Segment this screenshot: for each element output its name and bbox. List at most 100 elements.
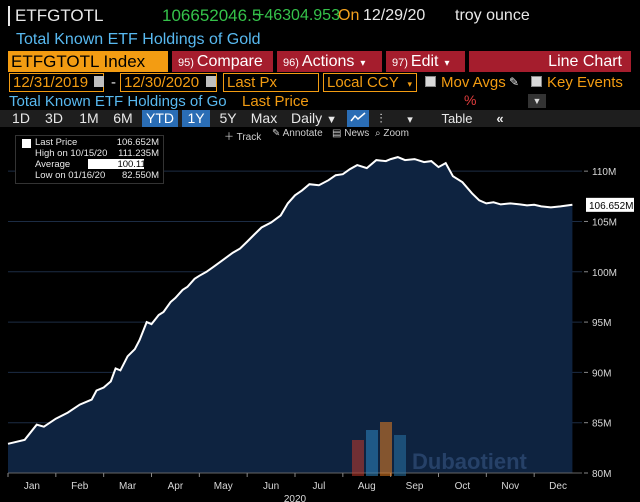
x-tick-label: Dec — [549, 481, 567, 492]
series-field[interactable]: Last Price — [242, 93, 309, 110]
description-row: Total Known ETF Holdings of Gold — [0, 30, 640, 50]
percent-toggle[interactable]: % — [464, 92, 477, 108]
y-tick-label: 80M — [592, 469, 611, 480]
period-button[interactable]: 5Y — [219, 110, 237, 126]
calendar-icon[interactable] — [206, 76, 216, 87]
zoom-label: Zoom — [383, 128, 409, 139]
watermark-text: Dubaotient — [412, 449, 528, 474]
y-tick-label: 85M — [592, 419, 611, 430]
end-date-field[interactable]: 12/30/2020 — [120, 73, 217, 92]
legend-label: High on 10/15/20 — [35, 148, 108, 159]
period-button-selected[interactable]: YTD — [142, 110, 178, 127]
edit-menu-number: 97) — [392, 57, 408, 69]
edit-menu[interactable]: 97) Edit ▾ — [386, 51, 465, 72]
pencil-icon[interactable]: ✎ — [509, 75, 520, 89]
price-chart[interactable]: 80M 85M 90M 95M 100M 105M 110M 106.652M Jan Feb M… — [0, 127, 640, 502]
watermark-bar — [394, 435, 406, 476]
start-date-field[interactable]: 12/31/2019 — [9, 73, 104, 92]
mov-avgs-label: Mov Avgs — [441, 74, 506, 91]
x-tick-label: Oct — [455, 481, 471, 492]
x-tick-label: Feb — [71, 481, 89, 492]
period-button[interactable]: 3D — [45, 110, 63, 126]
field-selector-value: Last Px — [227, 74, 278, 91]
annotate-label: Annotate — [282, 128, 323, 139]
frequency-selector[interactable]: Daily ▼ — [287, 110, 341, 127]
ticker-bar: ETFGTOTL 106652046.5 +46304.953 On 12/29… — [0, 0, 640, 30]
y-tick-label: 95M — [592, 318, 611, 329]
range-bar: 12/31/2019 - 12/30/2020 Last Px Local CC… — [0, 73, 640, 93]
chart-legend[interactable]: Last Price 106.652M High on 10/15/20 111… — [15, 135, 164, 184]
text-cursor — [8, 6, 10, 26]
track-button[interactable]: ＋ Track — [224, 132, 262, 143]
key-events-checkbox[interactable] — [531, 76, 542, 87]
average-highlight — [88, 159, 144, 169]
line-style-icon[interactable] — [347, 110, 369, 127]
series-row: Total Known ETF Holdings of Go Last Pric… — [0, 92, 640, 111]
period-button[interactable]: 6M — [113, 110, 133, 126]
x-tick-label: Jun — [263, 481, 279, 492]
currency-selector[interactable]: Local CCY ▾ — [323, 73, 417, 92]
mov-avgs-checkbox[interactable] — [425, 76, 436, 87]
legend-label: Low on 01/16/20 — [35, 170, 106, 181]
price-change: +46304.953 — [255, 7, 340, 24]
calendar-icon[interactable] — [94, 76, 104, 87]
field-selector[interactable]: Last Px — [223, 73, 319, 92]
watermark-bar — [352, 440, 364, 476]
x-tick-label: Jan — [24, 481, 40, 492]
chart-type-label: Line Chart — [548, 53, 622, 70]
y-tick-label: 110M — [592, 167, 616, 178]
table-button[interactable]: Table — [441, 111, 473, 126]
range-separator: - — [111, 74, 116, 91]
security-description: Total Known ETF Holdings of Gold — [16, 31, 261, 48]
x-year-label: 2020 — [284, 494, 307, 502]
chevron-down-icon: ▾ — [407, 79, 412, 89]
edit-menu-label: Edit — [410, 53, 439, 70]
y-tick-label: 90M — [592, 368, 611, 379]
compare-menu[interactable]: 95) Compare — [172, 51, 273, 72]
actions-menu-number: 96) — [283, 57, 299, 69]
compare-menu-label: Compare — [196, 53, 263, 70]
collapse-icon[interactable]: « — [496, 111, 504, 126]
watermark-logo: Dubaotient — [352, 422, 528, 476]
period-button[interactable]: 1M — [79, 110, 99, 126]
period-button[interactable]: 1D — [12, 110, 30, 126]
bar-style-icon[interactable]: ⫶ — [379, 111, 383, 126]
chart-type-menu[interactable]: Line Chart — [469, 51, 631, 72]
x-tick-label: Apr — [168, 481, 184, 492]
security-input[interactable]: ETFGTOTL Index — [8, 51, 168, 72]
x-tick-label: Sep — [406, 481, 424, 492]
series-swatch — [22, 139, 31, 148]
period-button[interactable]: Max — [250, 110, 278, 126]
actions-menu-label: Actions — [301, 53, 355, 70]
key-events-label: Key Events — [547, 74, 623, 91]
chart-mini-toolbar: ＋ Track ✎ Annotate ▤ News ⌕ Zoom — [0, 127, 640, 143]
annotate-button[interactable]: ✎ Annotate — [272, 128, 323, 139]
watermark-bar — [380, 422, 392, 476]
on-label: On — [338, 7, 360, 24]
legend-value: 82.550M — [122, 170, 159, 181]
period-toolbar: 1D 3D 1M 6M YTD 1Y 5Y Max Daily ▼ ⫶ ▾ Ta… — [0, 110, 640, 127]
actions-menu[interactable]: 96) Actions ▾ — [277, 51, 382, 72]
chevron-down-icon: ▾ — [360, 58, 366, 69]
x-tick-label: Jul — [313, 481, 326, 492]
price-date: 12/29/20 — [363, 7, 426, 24]
x-tick-label: Nov — [501, 481, 519, 492]
chevron-down-icon: ▾ — [444, 58, 450, 69]
chevron-down-icon: ▼ — [326, 114, 337, 126]
legend-value: 111.235M — [118, 148, 159, 159]
period-button-selected[interactable]: 1Y — [182, 110, 210, 127]
chevron-down-icon[interactable]: ▼ — [528, 94, 546, 108]
last-value-box — [586, 197, 634, 212]
y-tick-label: 105M — [592, 217, 617, 228]
zoom-button[interactable]: ⌕ Zoom — [375, 128, 409, 139]
y-tick-label: 100M — [592, 268, 617, 279]
legend-label: Last Price — [35, 137, 78, 148]
legend-value: 100.112M — [117, 159, 159, 170]
ticker-symbol[interactable]: ETFGTOTL — [15, 6, 104, 25]
last-price: 106652046.5 — [162, 6, 262, 25]
series-security[interactable]: Total Known ETF Holdings of Go — [9, 93, 227, 110]
chart-options-menu[interactable]: ▾ — [396, 110, 424, 127]
news-button[interactable]: ▤ News — [332, 128, 370, 139]
legend-label: Average — [35, 159, 71, 170]
currency-selector-value: Local CCY — [327, 74, 399, 91]
